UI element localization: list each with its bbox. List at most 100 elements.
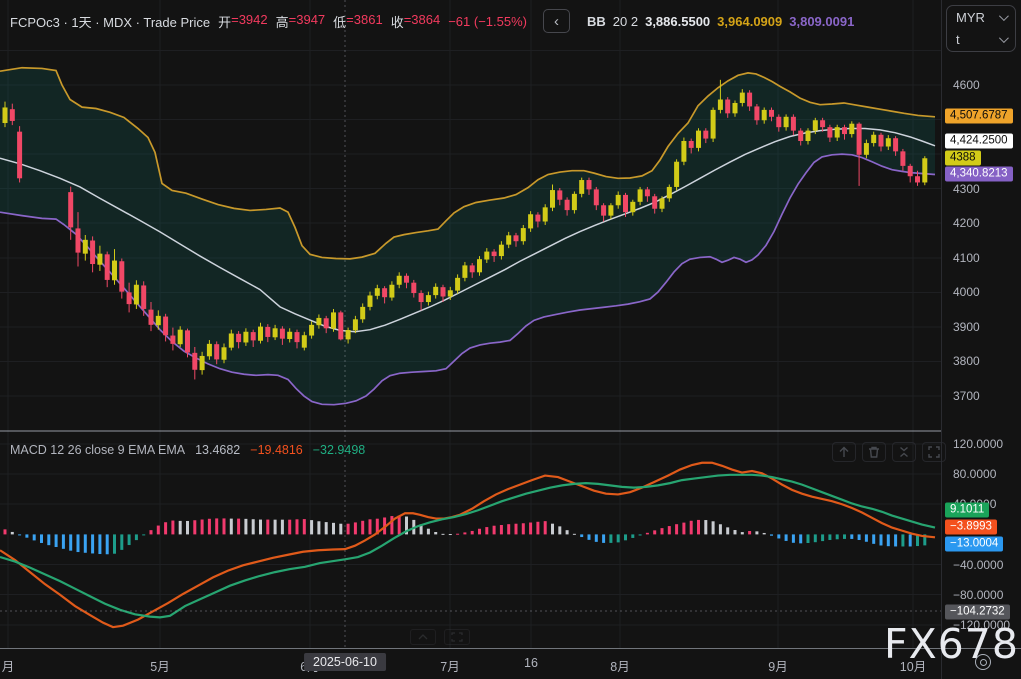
candle-body [579, 180, 584, 194]
bb-basis-value: 3,886.5500 [645, 14, 710, 29]
candle-body [265, 327, 270, 337]
candle-body [806, 131, 811, 141]
time-axis-label: 8月 [610, 656, 629, 675]
price-change: −61 (−1.55%) [448, 14, 527, 29]
candle-body [119, 261, 124, 291]
macd-badge: 9.1011 [945, 503, 989, 518]
candle-body [192, 353, 197, 370]
candle-body [455, 278, 460, 291]
candle-body [127, 292, 132, 304]
macd-histogram-bar [106, 534, 109, 554]
macd-histogram-bar [471, 531, 474, 534]
macd-histogram-bar [734, 530, 737, 534]
time-axis-label: 5月 [150, 656, 169, 675]
time-axis[interactable]: 月5月6月7月168月9月10月2025-06-10 [0, 648, 1021, 678]
time-axis-label: 16 [524, 656, 538, 670]
candle-body [97, 254, 102, 265]
macd-histogram-bar [828, 534, 831, 540]
ohlc-low: 低=3861 [333, 12, 383, 31]
timezone-settings-icon[interactable] [975, 654, 991, 670]
candle-body [441, 287, 446, 296]
macd-histogram-bar [704, 520, 707, 534]
macd-histogram-bar [617, 534, 620, 542]
candle-body [90, 241, 95, 265]
candle-body [543, 207, 548, 221]
candle-body [660, 198, 665, 208]
candle-body [112, 261, 117, 281]
price-scale-label: 4300 [953, 182, 980, 196]
macd-histogram-bar [266, 520, 269, 535]
macd-histogram-bar [456, 534, 459, 535]
macd-histogram-bar [69, 534, 72, 550]
candle-body [857, 124, 862, 155]
expand-pane-icon[interactable] [444, 629, 470, 645]
price-scale-label: 4600 [953, 78, 980, 92]
candle-body [389, 285, 394, 298]
macd-histogram-bar [821, 534, 824, 541]
currency-dropdown[interactable]: MYR [947, 6, 1015, 29]
chart-canvas[interactable] [0, 0, 1021, 678]
bb-indicator-legend[interactable]: BB 20 2 3,886.5500 3,964.0909 3,809.0091 [587, 14, 854, 29]
candle-body [273, 328, 278, 337]
macd-histogram-bar [529, 523, 532, 535]
price-scale-label: 4100 [953, 251, 980, 265]
macd-histogram-bar [296, 519, 299, 534]
macd-histogram-bar [390, 516, 393, 534]
currency-unit-selector: MYR t [946, 5, 1016, 52]
candle-body [893, 138, 898, 151]
macd-histogram-bar [697, 520, 700, 534]
macd-histogram-bar [442, 534, 445, 535]
candle-body [813, 120, 818, 130]
macd-histogram-bar [223, 518, 226, 534]
delete-pane-icon[interactable] [862, 442, 886, 462]
macd-histogram-bar [807, 534, 810, 543]
macd-signal-value: −32.9498 [313, 443, 365, 457]
unit-dropdown[interactable]: t [947, 29, 1015, 52]
price-scale-panel[interactable]: 46004300420041004000390038003700120.0000… [941, 0, 1021, 648]
macd-histogram-bar [770, 534, 773, 535]
macd-histogram-bar [858, 534, 861, 540]
candle-body [462, 265, 467, 277]
macd-histogram-bar [909, 534, 912, 546]
candle-body [287, 332, 292, 339]
candle-body [170, 336, 175, 344]
macd-histogram-bar [215, 518, 218, 534]
ohlc-open: 开=3942 [218, 12, 268, 31]
candle-body [10, 109, 15, 121]
macd-histogram-bar [40, 534, 43, 543]
candle-body [864, 143, 869, 155]
collapse-pane-icon[interactable] [892, 442, 916, 462]
symbol-title[interactable]: FCPOc3 · 1天 · MDX · Trade Price [10, 12, 210, 31]
time-axis-label: 10月 [900, 656, 926, 675]
candle-body [360, 307, 365, 319]
macd-histogram-bar [369, 519, 372, 534]
candle-body [243, 332, 248, 343]
macd-histogram-bar [252, 519, 255, 534]
price-badge: 4388 [945, 151, 981, 166]
macd-histogram-bar [208, 519, 211, 535]
macd-histogram-bar [186, 521, 189, 534]
macd-indicator-legend[interactable]: MACD 12 26 close 9 EMA EMA 13.4682 −19.4… [10, 441, 365, 459]
candle-body [499, 245, 504, 256]
restore-pane-icon[interactable] [410, 629, 436, 645]
macd-histogram-bar [865, 534, 868, 541]
currency-value: MYR [956, 10, 985, 25]
candle-body [820, 120, 825, 127]
candle-body [565, 200, 570, 210]
maximize-pane-icon[interactable] [922, 442, 946, 462]
time-axis-label: 7月 [440, 656, 459, 675]
candle-body [68, 192, 73, 227]
macd-badge: −104.2732 [945, 605, 1010, 620]
legend-collapse-button[interactable]: ‹ [543, 9, 570, 33]
move-pane-up-icon[interactable] [832, 442, 856, 462]
price-scale-label: 3800 [953, 354, 980, 368]
macd-histogram-bar [193, 520, 196, 534]
candle-body [214, 344, 219, 359]
candle-body [747, 93, 752, 107]
macd-histogram-bar [719, 524, 722, 534]
macd-histogram-bar [485, 527, 488, 534]
candle-body [725, 100, 730, 114]
candle-body [740, 93, 745, 103]
macd-histogram-bar [274, 520, 277, 535]
candle-body [331, 312, 336, 328]
